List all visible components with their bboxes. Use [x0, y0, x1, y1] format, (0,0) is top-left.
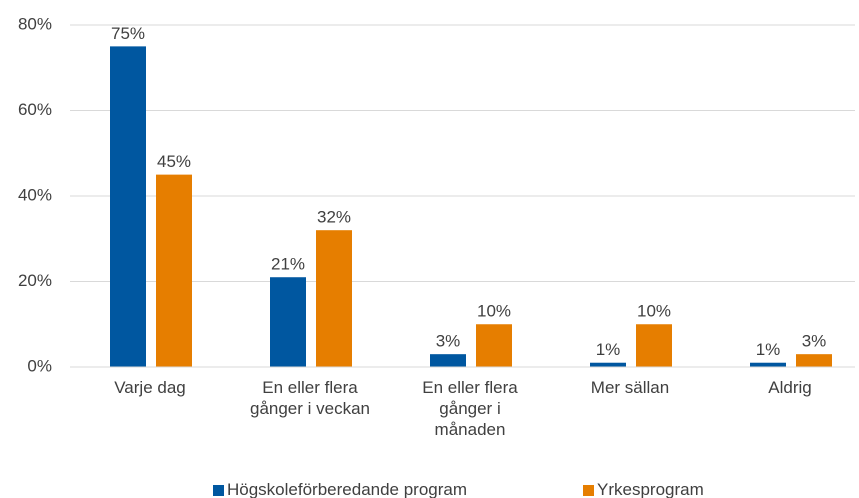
- x-tick-label: En eller flera gånger i veckan: [249, 378, 371, 418]
- x-tick-label: Aldrig: [768, 378, 812, 397]
- data-label: 3%: [802, 332, 827, 351]
- legend-label: Yrkesprogram: [597, 480, 704, 498]
- y-tick-label: 60%: [18, 100, 52, 119]
- data-label: 75%: [111, 24, 145, 43]
- bar: [476, 324, 512, 367]
- data-label: 10%: [477, 302, 511, 321]
- bar: [636, 324, 672, 367]
- bar: [430, 354, 466, 367]
- bar: [750, 362, 786, 367]
- legend-item: Yrkesprogram: [583, 480, 704, 498]
- x-tick-label: En eller flera gånger i månaden: [422, 378, 518, 439]
- legend-swatch: [213, 484, 224, 496]
- data-label: 10%: [637, 302, 671, 321]
- legend-item: Högskoleförberedande program: [213, 480, 467, 498]
- data-label: 45%: [157, 152, 191, 171]
- y-tick-label: 80%: [18, 14, 52, 33]
- legend-label: Högskoleförberedande program: [227, 480, 468, 498]
- y-tick-label: 40%: [18, 185, 52, 204]
- data-label: 3%: [436, 332, 461, 351]
- x-tick-label: Mer sällan: [590, 378, 670, 397]
- data-label: 32%: [317, 208, 351, 227]
- legend-swatch: [583, 484, 594, 496]
- bar: [110, 46, 146, 367]
- data-label: 1%: [596, 340, 621, 359]
- data-label: 1%: [756, 340, 781, 359]
- data-label: 21%: [271, 255, 305, 274]
- bar: [590, 362, 626, 367]
- bar: [270, 277, 306, 367]
- y-tick-label: 0%: [27, 356, 52, 375]
- y-tick-label: 20%: [18, 271, 52, 290]
- x-tick-label: Varje dag: [114, 378, 186, 397]
- bar: [316, 230, 352, 367]
- bar: [796, 354, 832, 367]
- bar: [156, 174, 192, 367]
